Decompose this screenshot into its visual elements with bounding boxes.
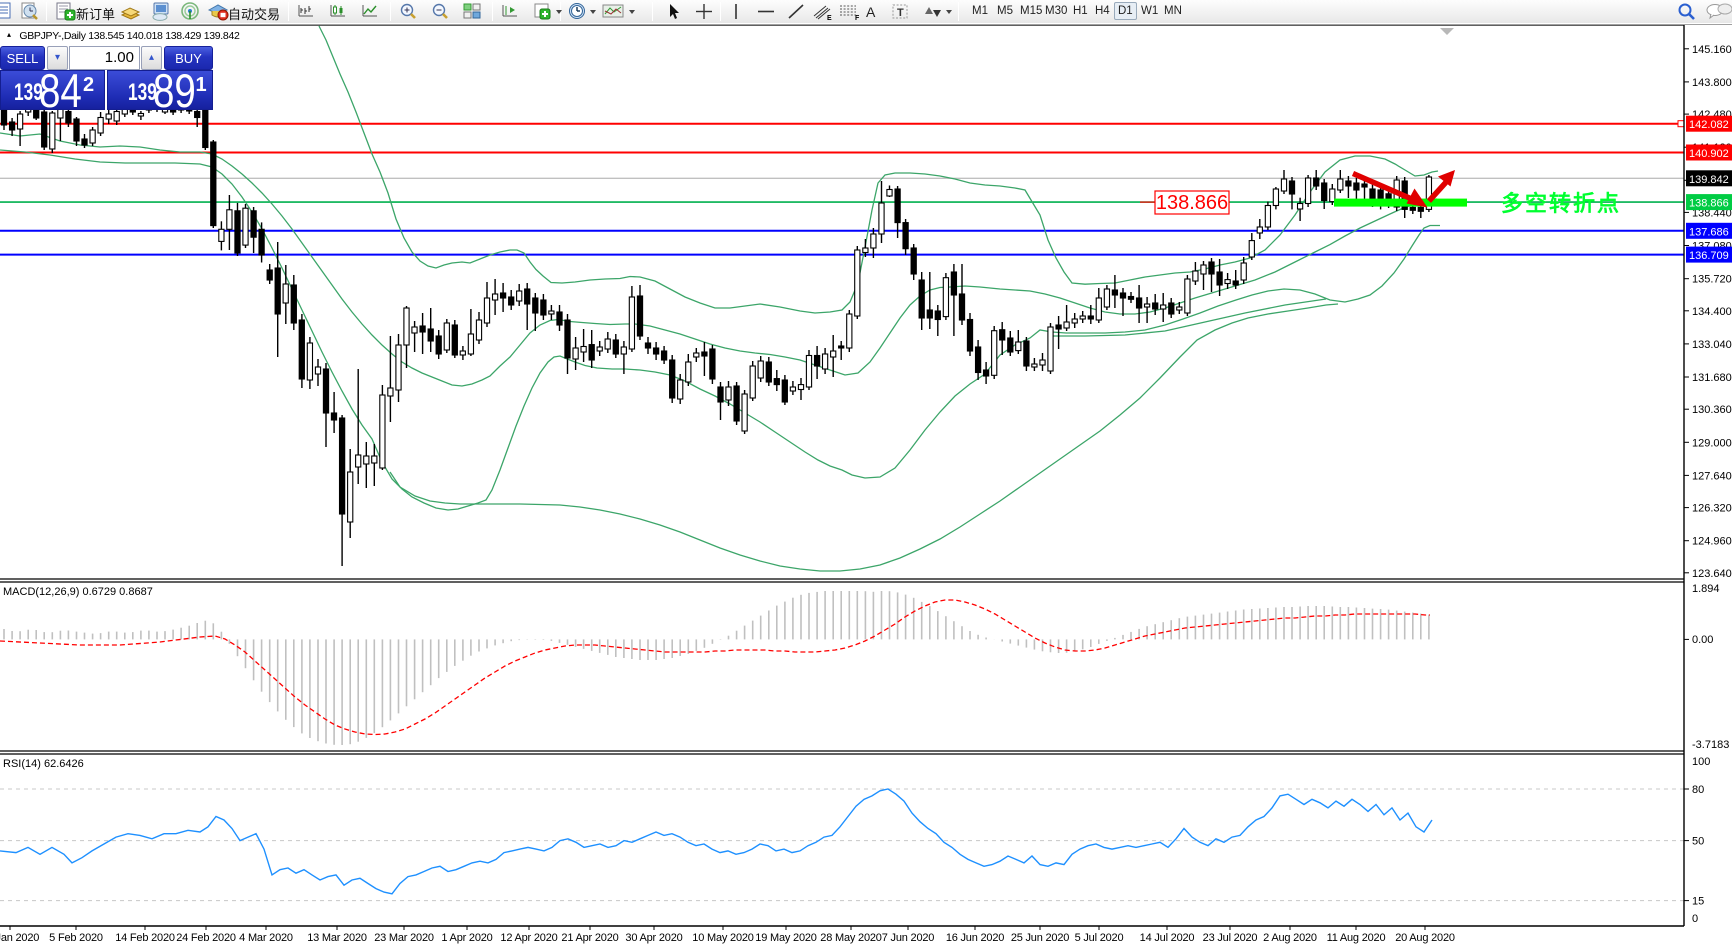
svg-text:4 Mar 2020: 4 Mar 2020 [239,932,293,944]
svg-text:30 Apr 2020: 30 Apr 2020 [625,932,682,944]
svg-text:1 Apr 2020: 1 Apr 2020 [441,932,492,944]
svg-text:134.400: 134.400 [1692,306,1732,318]
svg-text:137.686: 137.686 [1689,226,1729,238]
svg-text:11 Aug 2020: 11 Aug 2020 [1327,932,1386,944]
svg-text:138.866: 138.866 [1156,192,1228,214]
svg-text:19 May 2020: 19 May 2020 [755,932,816,944]
svg-text:0: 0 [1692,913,1698,925]
svg-text:80: 80 [1692,784,1704,796]
svg-text:-3.7183: -3.7183 [1692,739,1729,751]
svg-text:138.866: 138.866 [1689,198,1729,210]
svg-text:24 Feb 2020: 24 Feb 2020 [176,932,236,944]
svg-text:143.800: 143.800 [1692,77,1732,89]
svg-text:131.680: 131.680 [1692,372,1732,384]
svg-text:7 Jun 2020: 7 Jun 2020 [882,932,935,944]
svg-text:F: F [855,15,860,21]
svg-text:T: T [897,7,904,19]
svg-text:140.902: 140.902 [1689,148,1729,160]
svg-text:5 Jul 2020: 5 Jul 2020 [1075,932,1124,944]
svg-text:1.894: 1.894 [1692,583,1720,595]
svg-text:RSI(14) 62.6426: RSI(14) 62.6426 [3,758,84,770]
svg-text:15: 15 [1692,896,1704,908]
svg-text:123.640: 123.640 [1692,568,1732,580]
svg-text:14 Jul 2020: 14 Jul 2020 [1140,932,1195,944]
svg-text:127.640: 127.640 [1692,470,1732,482]
svg-text:E: E [827,15,832,21]
svg-text:145.160: 145.160 [1692,44,1732,56]
svg-text:135.720: 135.720 [1692,274,1732,286]
svg-text:100: 100 [1692,756,1710,768]
svg-text:0.00: 0.00 [1692,634,1713,646]
svg-text:23 Mar 2020: 23 Mar 2020 [374,932,434,944]
svg-text:126.320: 126.320 [1692,503,1732,515]
svg-text:142.082: 142.082 [1689,119,1729,131]
svg-text:16 Jun 2020: 16 Jun 2020 [946,932,1004,944]
svg-text:5 Feb 2020: 5 Feb 2020 [49,932,103,944]
svg-text:50: 50 [1692,836,1704,848]
svg-text:138.440: 138.440 [1692,207,1732,219]
svg-text:14 Feb 2020: 14 Feb 2020 [115,932,175,944]
svg-text:13 Mar 2020: 13 Mar 2020 [307,932,367,944]
svg-text:130.360: 130.360 [1692,404,1732,416]
svg-text:124.960: 124.960 [1692,536,1732,548]
svg-text:129.000: 129.000 [1692,437,1732,449]
svg-text:136.709: 136.709 [1689,250,1729,262]
svg-text:多空转折点: 多空转折点 [1501,191,1619,216]
svg-text:MACD(12,26,9) 0.6729 0.8687: MACD(12,26,9) 0.6729 0.8687 [3,586,153,598]
svg-text:139.842: 139.842 [1689,174,1729,186]
svg-text:28 May 2020: 28 May 2020 [820,932,881,944]
svg-text:21 Apr 2020: 21 Apr 2020 [561,932,618,944]
svg-text:133.040: 133.040 [1692,339,1732,351]
svg-text:12 Apr 2020: 12 Apr 2020 [500,932,557,944]
svg-text:10 May 2020: 10 May 2020 [692,932,753,944]
svg-text:27 Jan 2020: 27 Jan 2020 [0,932,39,944]
svg-text:23 Jul 2020: 23 Jul 2020 [1203,932,1258,944]
svg-text:20 Aug 2020: 20 Aug 2020 [1395,932,1455,944]
svg-text:2 Aug 2020: 2 Aug 2020 [1263,932,1317,944]
svg-text:25 Jun 2020: 25 Jun 2020 [1011,932,1069,944]
